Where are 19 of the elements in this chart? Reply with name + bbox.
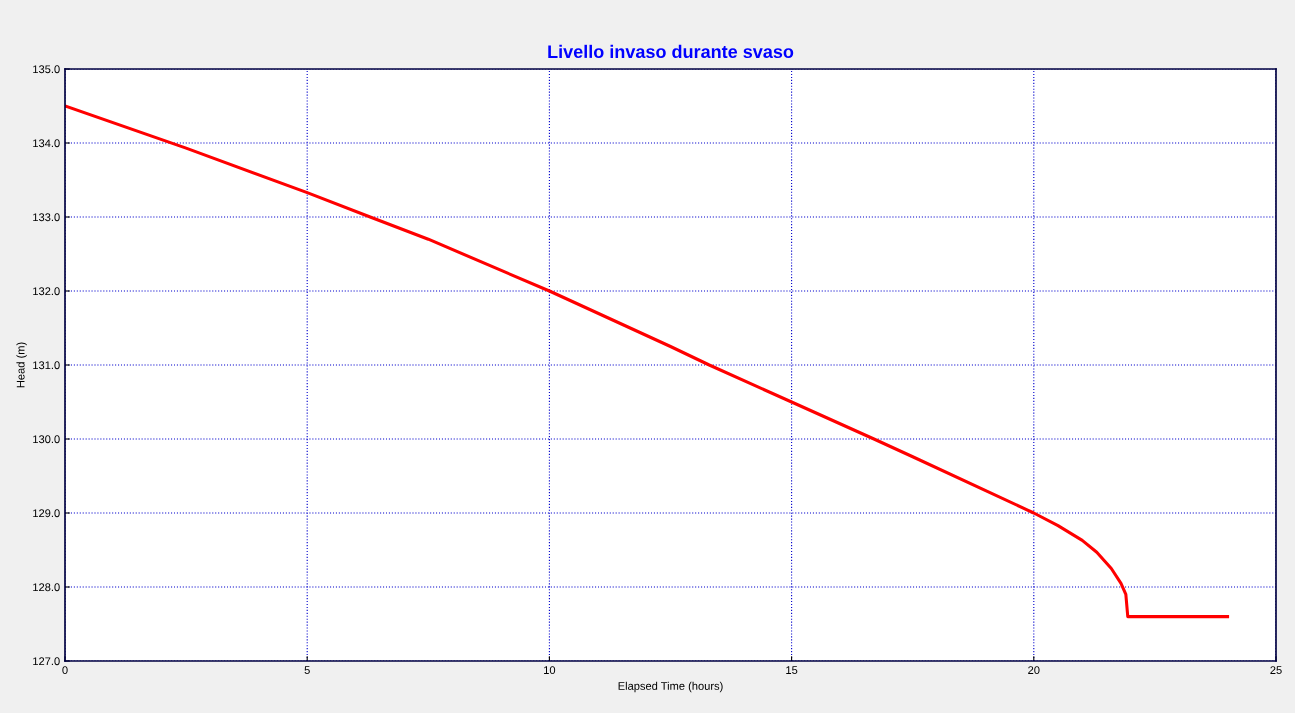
line-series bbox=[65, 104, 1230, 619]
chart-title: Livello invaso durante svaso bbox=[548, 44, 794, 59]
x-tick-label: 20 bbox=[1028, 666, 1040, 675]
x-tick-label: 15 bbox=[786, 666, 798, 675]
y-tick-label: 132.0 bbox=[33, 287, 60, 296]
y-tick-label: 131.0 bbox=[33, 361, 60, 370]
y-tick-label: 130.0 bbox=[33, 435, 60, 444]
y-tick-label: 134.0 bbox=[33, 139, 60, 148]
y-tick-label: 133.0 bbox=[33, 213, 60, 222]
y-axis-title: Head (m) bbox=[16, 342, 27, 388]
x-tick-label: 5 bbox=[304, 666, 310, 675]
y-tick-label: 128.0 bbox=[33, 583, 60, 592]
x-tick-label: 25 bbox=[1270, 666, 1282, 675]
x-tick-label: 10 bbox=[544, 666, 556, 675]
x-tick-label: 0 bbox=[62, 666, 68, 675]
x-axis-title: Elapsed Time (hours) bbox=[618, 681, 723, 693]
y-tick-label: 127.0 bbox=[33, 657, 60, 666]
y-tick-label: 135.0 bbox=[33, 65, 60, 74]
y-tick-label: 129.0 bbox=[33, 509, 60, 518]
